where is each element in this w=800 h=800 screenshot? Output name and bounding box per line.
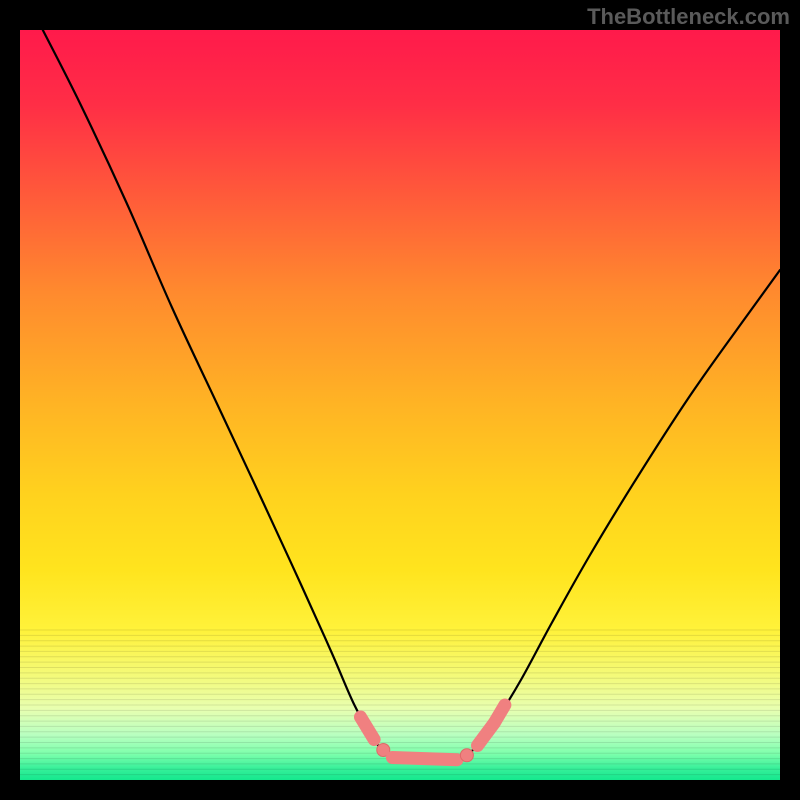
marker-segment: [494, 705, 505, 723]
chart-frame: { "watermark": { "text": "TheBottleneck.…: [0, 0, 800, 800]
marker-segment: [392, 758, 457, 760]
watermark-text: TheBottleneck.com: [587, 4, 790, 30]
bottleneck-curve-chart: [0, 0, 800, 800]
marker-dot: [460, 749, 473, 762]
